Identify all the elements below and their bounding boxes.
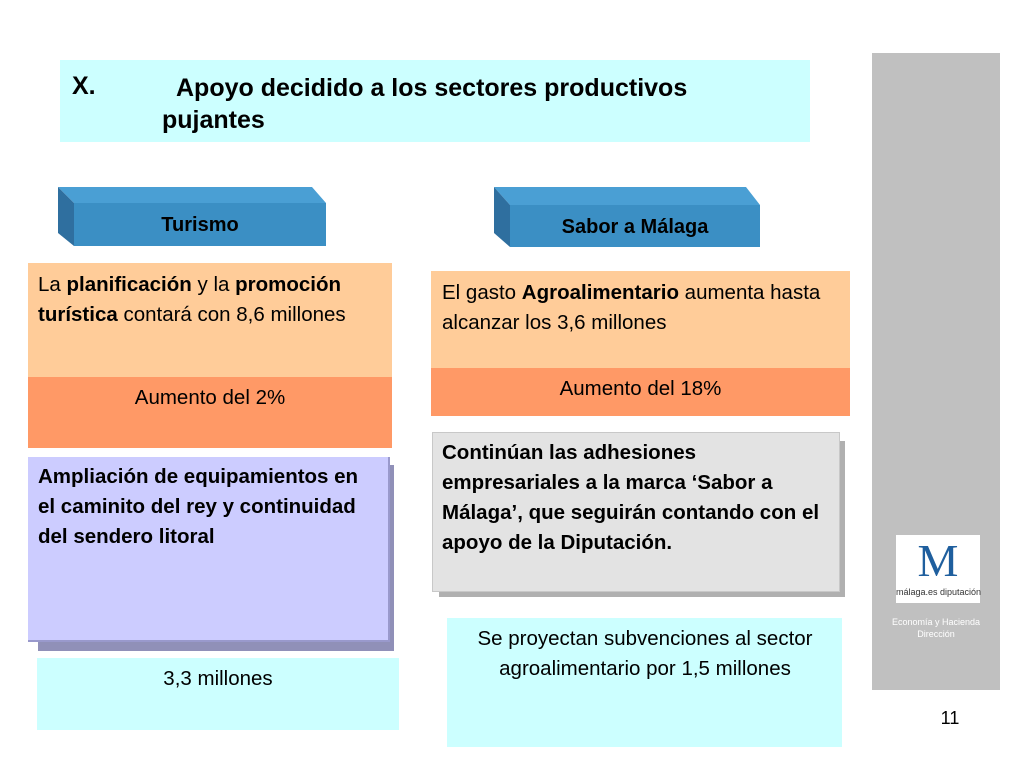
increase-2-text: Aumento del 2% <box>134 386 286 409</box>
page-number: 11 <box>940 708 960 728</box>
planificacion-text: La planificación y la promoción turístic… <box>38 270 383 330</box>
gasto-text: El gasto Agroalimentario aumenta hasta a… <box>442 278 822 338</box>
department-label: Economía y Hacienda Dirección <box>891 617 981 639</box>
gasto-part-1: El gasto <box>442 281 522 304</box>
logo-text: málaga.es diputación <box>896 587 982 597</box>
subvenciones-box <box>447 618 842 747</box>
plan-part-4: promoción turística <box>38 273 342 326</box>
tab-sabor-label: Sabor a Málaga <box>561 216 709 238</box>
tab-turismo-label: Turismo <box>161 214 239 236</box>
plan-part-1: La <box>38 273 67 296</box>
page-title: Apoyo decidido a los sectores productivo… <box>162 74 688 134</box>
plan-part-5: contará con 8,6 millones <box>117 303 346 326</box>
tab-turismo-shape <box>58 187 326 246</box>
title-number: X. <box>72 72 96 100</box>
adhesiones-text: Continúan las adhesiones empresariales a… <box>442 441 820 554</box>
amount-33-box <box>37 658 399 730</box>
title-box <box>60 60 810 142</box>
plan-part-2: planificación <box>66 273 192 296</box>
gasto-part-3: aumenta hasta alcanzar los 3,6 millones <box>442 281 821 334</box>
gasto-box <box>431 271 850 369</box>
malaga-logo: M málaga.es diputación <box>896 535 982 603</box>
increase-2-box <box>28 377 392 448</box>
amount-33-text: 3,3 millones <box>163 667 273 690</box>
logo-letter: M <box>917 535 959 586</box>
tab-sabor-malaga: Sabor a Málaga <box>494 187 762 247</box>
ampliacion-box <box>28 457 390 642</box>
ampliacion-text: Ampliación de equipamientos en el camini… <box>38 465 359 548</box>
planificacion-box <box>28 263 392 377</box>
tab-turismo: Turismo <box>58 187 328 247</box>
subvenciones-text: Se proyectan subvenciones al sector agro… <box>477 627 813 680</box>
increase-18-box <box>431 368 850 416</box>
tab-sabor-shape <box>494 187 760 247</box>
plan-part-3: y la <box>191 273 236 296</box>
adhesiones-box <box>432 432 840 592</box>
gasto-part-2: Agroalimentario <box>521 281 679 304</box>
increase-18-text: Aumento del 18% <box>559 377 722 400</box>
